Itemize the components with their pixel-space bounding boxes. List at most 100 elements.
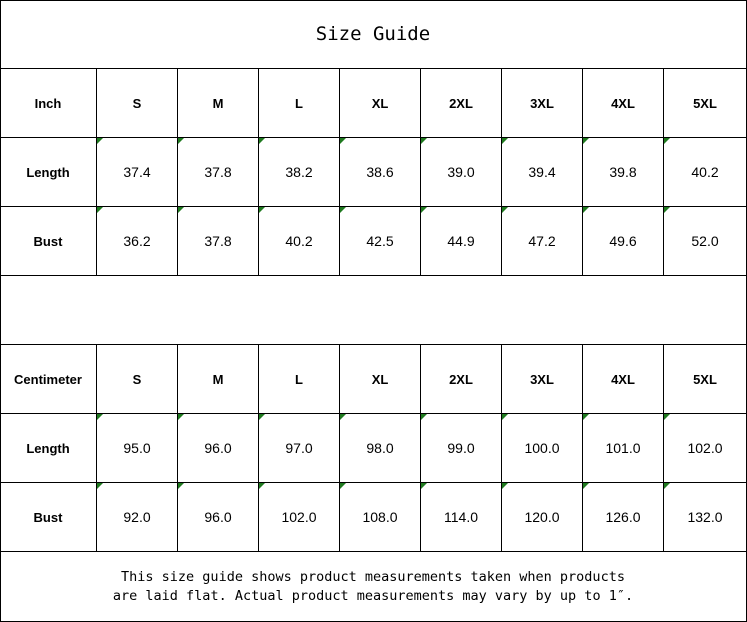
size-header-xl: XL <box>340 345 421 414</box>
value-cell-text: 102.0 <box>281 509 317 525</box>
size-header-l-text: L <box>295 371 303 387</box>
value-cell-text: 37.8 <box>204 164 232 180</box>
value-cell-text: 44.9 <box>447 233 475 249</box>
value-cell-text: 98.0 <box>366 440 394 456</box>
value-cell: 40.2 <box>259 207 340 276</box>
value-cell-text: 47.2 <box>528 233 556 249</box>
value-cell: 132.0 <box>664 483 747 552</box>
row-label-bust-text: Bust <box>33 509 63 525</box>
note-cell: This size guide shows product measuremen… <box>0 552 747 622</box>
value-cell-text: 92.0 <box>123 509 151 525</box>
unit-header: Inch <box>0 69 97 138</box>
size-header-3xl-text: 3XL <box>530 371 554 387</box>
value-cell: 37.4 <box>97 138 178 207</box>
size-header-4xl-text: 4XL <box>611 371 635 387</box>
value-cell: 39.4 <box>502 138 583 207</box>
value-cell: 99.0 <box>421 414 502 483</box>
value-cell: 100.0 <box>502 414 583 483</box>
value-cell-text: 52.0 <box>691 233 719 249</box>
size-header-l: L <box>259 345 340 414</box>
size-header-2xl: 2XL <box>421 69 502 138</box>
value-cell-text: 37.8 <box>204 233 232 249</box>
value-cell-text: 95.0 <box>123 440 151 456</box>
size-header-3xl: 3XL <box>502 345 583 414</box>
value-cell-text: 99.0 <box>447 440 475 456</box>
size-header-m-text: M <box>212 371 224 387</box>
value-cell-text: 126.0 <box>605 509 641 525</box>
value-cell: 97.0 <box>259 414 340 483</box>
value-cell-text: 108.0 <box>362 509 398 525</box>
note-line: are laid flat. Actual product measuremen… <box>112 587 634 604</box>
row-label-bust-text: Bust <box>33 233 63 249</box>
note-line: This size guide shows product measuremen… <box>121 568 625 585</box>
unit-header-text: Centimeter <box>14 371 82 387</box>
value-cell-text: 102.0 <box>687 440 723 456</box>
size-header-s-text: S <box>132 95 142 111</box>
value-cell: 39.8 <box>583 138 664 207</box>
value-cell: 52.0 <box>664 207 747 276</box>
size-header-5xl-text: 5XL <box>693 371 717 387</box>
value-cell-text: 114.0 <box>444 509 478 525</box>
row-label-length: Length <box>0 414 97 483</box>
size-header-5xl: 5XL <box>664 345 747 414</box>
size-header-l-text: L <box>295 95 303 111</box>
value-cell-text: 39.4 <box>528 164 556 180</box>
size-header-xl-text: XL <box>371 95 389 111</box>
value-cell: 49.6 <box>583 207 664 276</box>
unit-header: Centimeter <box>0 345 97 414</box>
size-header-s: S <box>97 345 178 414</box>
value-cell-text: 101.0 <box>605 440 641 456</box>
value-cell-text: 40.2 <box>691 164 719 180</box>
size-header-s-text: S <box>132 371 142 387</box>
value-cell-text: 132.0 <box>687 509 723 525</box>
value-cell-text: 96.0 <box>204 509 232 525</box>
size-header-xl-text: XL <box>371 371 389 387</box>
row-label-length-text: Length <box>26 164 70 180</box>
row-label-bust: Bust <box>0 483 97 552</box>
value-cell: 102.0 <box>664 414 747 483</box>
size-header-m-text: M <box>212 95 224 111</box>
size-header-4xl-text: 4XL <box>611 95 635 111</box>
value-cell-text: 40.2 <box>285 233 313 249</box>
value-cell-text: 42.5 <box>366 233 394 249</box>
value-cell: 102.0 <box>259 483 340 552</box>
row-label-bust: Bust <box>0 207 97 276</box>
size-header-4xl: 4XL <box>583 345 664 414</box>
size-header-5xl-text: 5XL <box>693 95 717 111</box>
value-cell-text: 97.0 <box>285 440 313 456</box>
value-cell-text: 120.0 <box>524 509 560 525</box>
value-cell: 40.2 <box>664 138 747 207</box>
blank-row <box>0 276 747 345</box>
value-cell: 47.2 <box>502 207 583 276</box>
value-cell-text: 96.0 <box>204 440 232 456</box>
value-cell: 95.0 <box>97 414 178 483</box>
row-label-length-text: Length <box>26 440 70 456</box>
value-cell: 114.0 <box>421 483 502 552</box>
title-cell-text: Size Guide <box>315 23 431 45</box>
value-cell: 42.5 <box>340 207 421 276</box>
size-header-4xl: 4XL <box>583 69 664 138</box>
size-header-3xl: 3XL <box>502 69 583 138</box>
value-cell-text: 100.0 <box>524 440 560 456</box>
title-cell: Size Guide <box>0 0 747 69</box>
value-cell: 92.0 <box>97 483 178 552</box>
value-cell-text: 36.2 <box>123 233 151 249</box>
value-cell: 101.0 <box>583 414 664 483</box>
value-cell-text: 49.6 <box>609 233 637 249</box>
value-cell: 38.6 <box>340 138 421 207</box>
value-cell: 37.8 <box>178 207 259 276</box>
size-header-s: S <box>97 69 178 138</box>
unit-header-text: Inch <box>34 95 62 111</box>
value-cell: 96.0 <box>178 483 259 552</box>
size-header-m: M <box>178 69 259 138</box>
size-header-3xl-text: 3XL <box>530 95 554 111</box>
value-cell: 120.0 <box>502 483 583 552</box>
size-header-5xl: 5XL <box>664 69 747 138</box>
value-cell-text: 37.4 <box>123 164 151 180</box>
value-cell-text: 38.2 <box>285 164 313 180</box>
value-cell: 38.2 <box>259 138 340 207</box>
value-cell: 98.0 <box>340 414 421 483</box>
size-header-m: M <box>178 345 259 414</box>
size-header-2xl: 2XL <box>421 345 502 414</box>
